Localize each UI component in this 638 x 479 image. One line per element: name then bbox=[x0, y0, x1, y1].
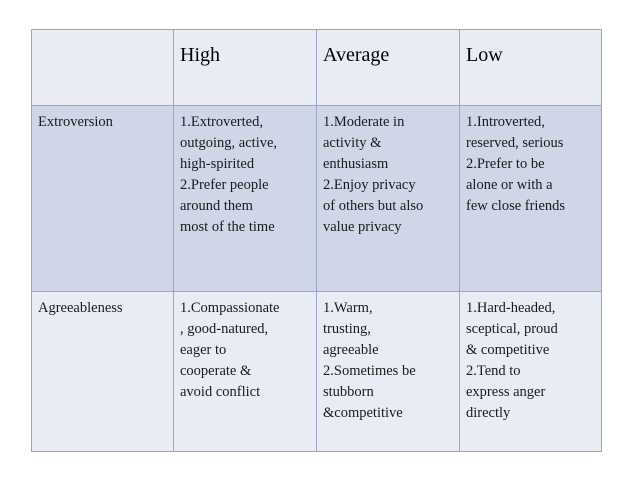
agreeableness-low-cell: 1.Hard-headed, sceptical, proud & compet… bbox=[459, 291, 602, 452]
table-row: Agreeableness 1.Compassionate , good-nat… bbox=[31, 291, 602, 452]
table-header-row: High Average Low bbox=[31, 29, 602, 106]
header-cell-empty bbox=[31, 29, 174, 106]
extroversion-high-cell: 1.Extroverted, outgoing, active, high-sp… bbox=[173, 105, 317, 292]
trait-label-agreeableness: Agreeableness bbox=[31, 291, 174, 452]
extroversion-average-cell: 1.Moderate in activity & enthusiasm 2.En… bbox=[316, 105, 460, 292]
header-cell-average: Average bbox=[316, 29, 460, 106]
header-cell-high: High bbox=[173, 29, 317, 106]
trait-label-extroversion: Extroversion bbox=[31, 105, 174, 292]
table-row: Extroversion 1.Extroverted, outgoing, ac… bbox=[31, 105, 602, 292]
header-cell-low: Low bbox=[459, 29, 602, 106]
agreeableness-high-cell: 1.Compassionate , good-natured, eager to… bbox=[173, 291, 317, 452]
personality-traits-table: High Average Low Extroversion 1.Extrover… bbox=[31, 29, 602, 452]
agreeableness-average-cell: 1.Warm, trusting, agreeable 2.Sometimes … bbox=[316, 291, 460, 452]
extroversion-low-cell: 1.Introverted, reserved, serious 2.Prefe… bbox=[459, 105, 602, 292]
